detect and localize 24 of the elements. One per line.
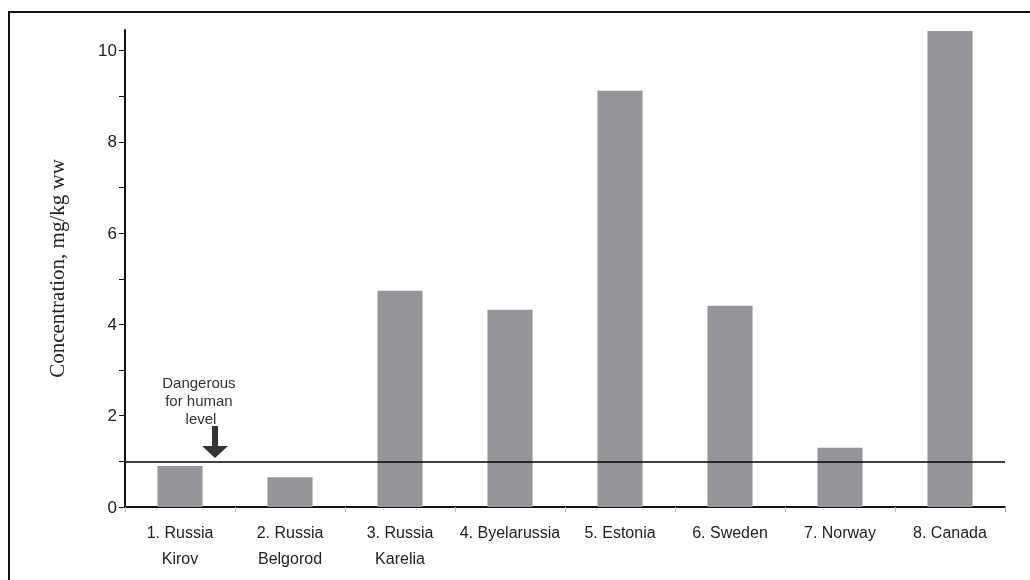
x-tick-label: 1. Russia Kirov [146,523,214,567]
y-tick-label: 2 [107,406,117,426]
y-tick-label: 8 [107,132,117,152]
bar [267,477,313,507]
x-tick-label: 2. Russia Belgorod [256,523,324,567]
x-tick-label: 4. Byelarussia [459,523,561,541]
x-tick-label: 7. Norway [803,523,877,541]
ref-line-label: Dangerous for human level [162,373,240,427]
x-tick-label: 5. Estonia [584,523,656,541]
x-tick-label: 8. Canada [913,523,988,541]
bar [487,309,533,507]
bar [597,90,643,507]
y-tick-label: 6 [107,223,117,243]
y-tick-label: 0 [107,497,117,517]
bar [157,465,203,507]
bar [817,447,863,507]
bar [377,290,423,507]
x-tick-label: 3. Russia Karelia [366,523,434,567]
bar [707,305,753,507]
bar [927,30,973,507]
y-tick-label: 4 [107,314,117,334]
y-axis-title: Concentration, mg/kg ww [44,158,69,378]
x-tick-label: 6. Sweden [692,523,768,541]
y-tick-label: 10 [98,41,117,61]
